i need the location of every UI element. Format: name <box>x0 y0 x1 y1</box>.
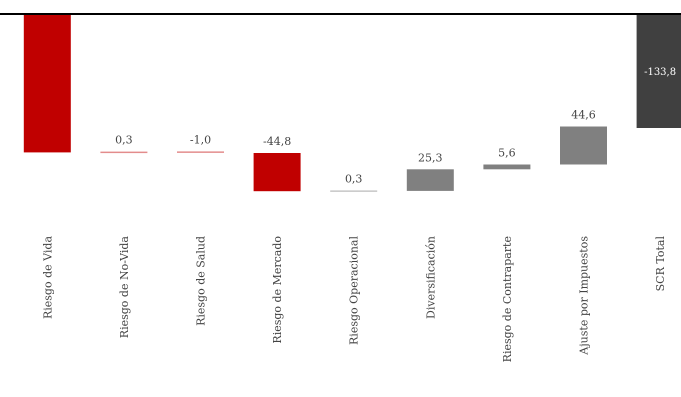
category-label-1: Riesgo de No-Vida <box>118 236 131 339</box>
value-labels-group: 0,3 -1,0 -44,8 0,3 25,3 5,6 44,6 -133,8 <box>115 67 676 185</box>
value-label-4: 0,3 <box>345 172 363 185</box>
value-label-8: -133,8 <box>644 67 676 78</box>
bar-6 <box>483 164 531 170</box>
value-label-7: 44,6 <box>571 109 596 122</box>
bar-1 <box>100 151 148 154</box>
category-label-7: Ajuste por Impuestos <box>578 236 591 356</box>
bar-8 <box>636 14 681 128</box>
category-label-2: Riesgo de Salud <box>195 236 208 326</box>
bar-2 <box>177 151 224 153</box>
value-label-1: 0,3 <box>115 134 133 147</box>
category-label-8: SCR Total <box>654 236 667 292</box>
category-label-4: Riesgo Operacional <box>348 236 361 345</box>
bar-5 <box>406 169 454 191</box>
value-label-3: -44,8 <box>263 135 291 148</box>
bar-0 <box>23 14 71 153</box>
value-label-5: 25,3 <box>418 151 443 164</box>
category-label-0: Riesgo de Vida <box>41 236 54 319</box>
value-label-6: 5,6 <box>498 147 516 160</box>
bars-group <box>23 14 681 192</box>
value-label-2: -1,0 <box>190 133 211 146</box>
category-labels-group: Riesgo de Vida Riesgo de No-Vida Riesgo de… <box>41 236 667 363</box>
bar-4 <box>330 190 378 192</box>
category-label-3: Riesgo de Mercado <box>271 236 284 344</box>
category-label-5: Diversificación <box>424 236 437 319</box>
bar-7 <box>560 126 607 165</box>
category-label-6: Riesgo de Contraparte <box>501 236 514 362</box>
bar-3 <box>253 153 301 192</box>
